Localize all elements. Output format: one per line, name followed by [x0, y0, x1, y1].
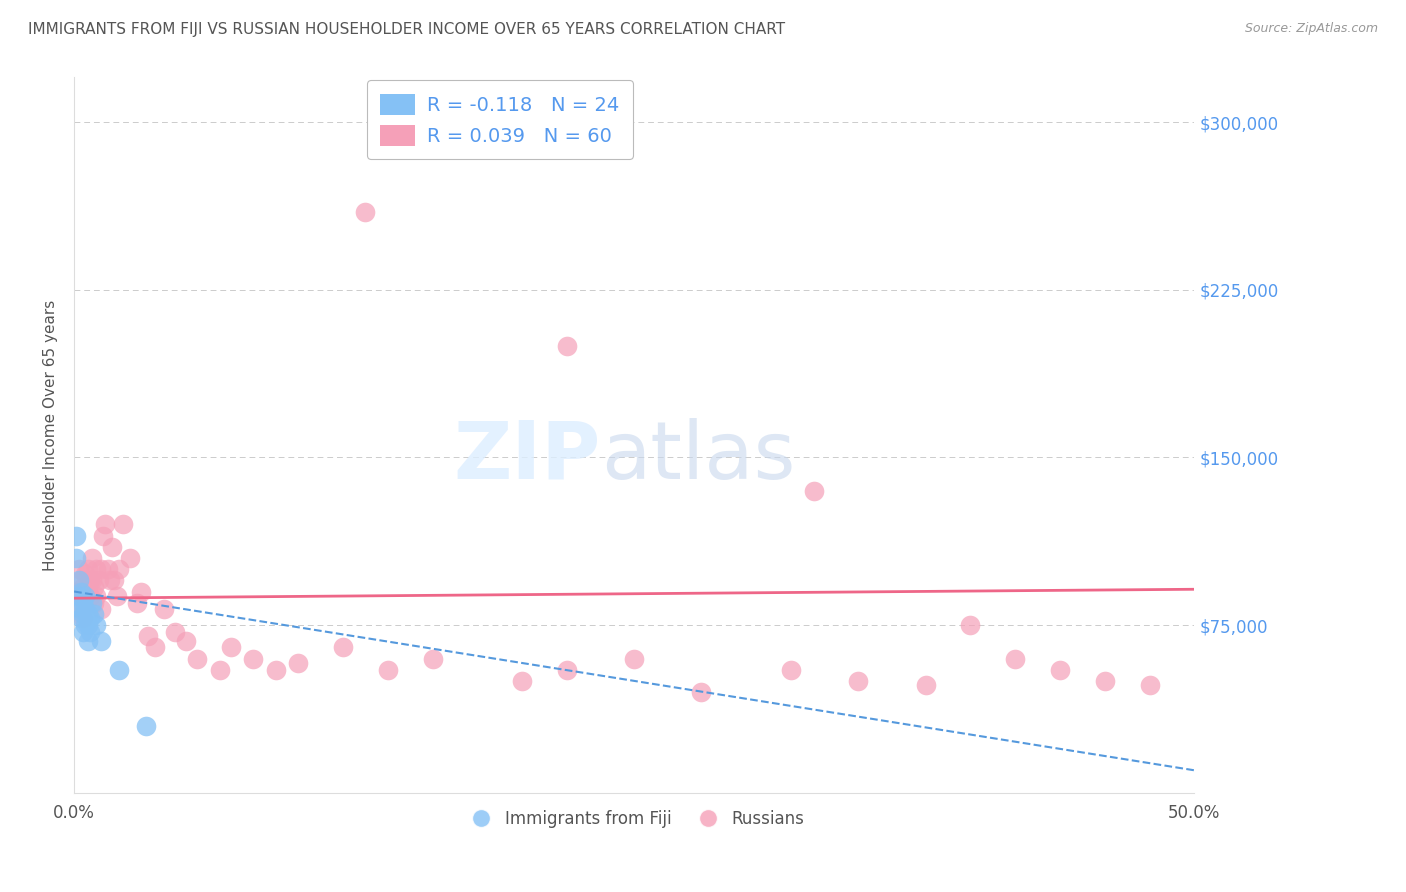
Point	[76, 618, 98, 632]
Point	[264, 663, 287, 677]
Point	[67, 589, 90, 603]
Point	[690, 685, 713, 699]
Point	[69, 611, 91, 625]
Point	[135, 718, 157, 732]
Point	[846, 673, 869, 688]
Point	[80, 574, 103, 588]
Point	[422, 651, 444, 665]
Point	[780, 663, 803, 677]
Point	[90, 602, 112, 616]
Point	[75, 596, 97, 610]
Point	[69, 602, 91, 616]
Point	[72, 624, 94, 639]
Point	[76, 607, 98, 621]
Point	[174, 633, 197, 648]
Point	[76, 633, 98, 648]
Point	[1049, 663, 1071, 677]
Point	[163, 624, 186, 639]
Point	[65, 584, 87, 599]
Point	[242, 651, 264, 665]
Point	[287, 656, 309, 670]
Point	[80, 596, 103, 610]
Point	[83, 580, 105, 594]
Point	[208, 663, 231, 677]
Point	[91, 528, 114, 542]
Point	[86, 618, 108, 632]
Point	[101, 540, 124, 554]
Point	[79, 611, 101, 625]
Point	[143, 640, 166, 655]
Point	[219, 640, 242, 655]
Point	[69, 584, 91, 599]
Point	[87, 574, 110, 588]
Point	[959, 618, 981, 632]
Point	[332, 640, 354, 655]
Text: ZIP: ZIP	[453, 417, 600, 495]
Text: Source: ZipAtlas.com: Source: ZipAtlas.com	[1244, 22, 1378, 36]
Point	[131, 584, 153, 599]
Point	[86, 562, 108, 576]
Point	[67, 589, 90, 603]
Point	[90, 562, 112, 576]
Point	[79, 589, 101, 603]
Point	[75, 602, 97, 616]
Point	[75, 589, 97, 603]
Point	[914, 678, 936, 692]
Point	[136, 629, 159, 643]
Point	[1004, 651, 1026, 665]
Point	[65, 551, 87, 566]
Point	[80, 551, 103, 566]
Point	[125, 596, 148, 610]
Point	[1139, 678, 1161, 692]
Point	[555, 663, 578, 677]
Point	[377, 663, 399, 677]
Point	[72, 611, 94, 625]
Point	[72, 607, 94, 621]
Point	[75, 566, 97, 581]
Point	[90, 633, 112, 648]
Point	[1094, 673, 1116, 688]
Point	[112, 517, 135, 532]
Point	[86, 589, 108, 603]
Point	[69, 602, 91, 616]
Point	[354, 204, 377, 219]
Point	[79, 624, 101, 639]
Point	[98, 574, 121, 588]
Point	[623, 651, 645, 665]
Point	[94, 517, 117, 532]
Point	[67, 562, 90, 576]
Point	[76, 584, 98, 599]
Point	[72, 596, 94, 610]
Point	[803, 483, 825, 498]
Text: IMMIGRANTS FROM FIJI VS RUSSIAN HOUSEHOLDER INCOME OVER 65 YEARS CORRELATION CHA: IMMIGRANTS FROM FIJI VS RUSSIAN HOUSEHOL…	[28, 22, 785, 37]
Point	[108, 562, 131, 576]
Point	[69, 574, 91, 588]
Point	[103, 574, 125, 588]
Point	[152, 602, 174, 616]
Point	[72, 580, 94, 594]
Point	[510, 673, 533, 688]
Point	[67, 574, 90, 588]
Legend: Immigrants from Fiji, Russians: Immigrants from Fiji, Russians	[458, 803, 811, 834]
Text: atlas: atlas	[600, 417, 794, 495]
Point	[79, 574, 101, 588]
Point	[65, 528, 87, 542]
Point	[120, 551, 142, 566]
Point	[76, 562, 98, 576]
Point	[75, 618, 97, 632]
Point	[108, 663, 131, 677]
Y-axis label: Householder Income Over 65 years: Householder Income Over 65 years	[44, 300, 58, 571]
Point	[83, 596, 105, 610]
Point	[555, 338, 578, 352]
Point	[105, 589, 128, 603]
Point	[186, 651, 208, 665]
Point	[97, 562, 120, 576]
Point	[83, 607, 105, 621]
